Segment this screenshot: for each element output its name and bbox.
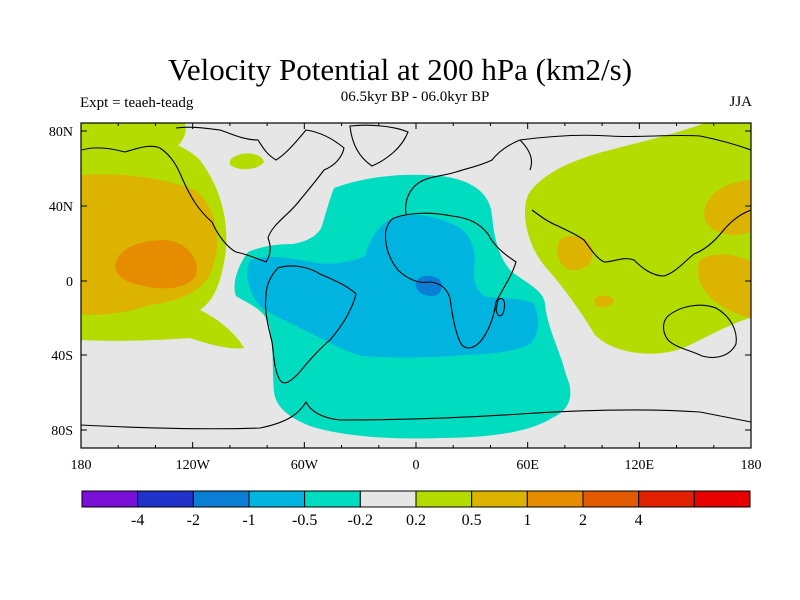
contour-pos-0.2-asia xyxy=(524,123,751,354)
coast-australia xyxy=(662,304,737,359)
colorbar-swatch xyxy=(137,490,194,508)
experiment-label: Expt = teaeh-teadg xyxy=(80,95,194,111)
coastlines xyxy=(81,124,751,430)
contour-neg-0.5-atlantic xyxy=(247,214,539,358)
colorbar-swatch xyxy=(248,490,306,508)
contour-pos-0.5-maritime xyxy=(698,254,751,318)
lon-label-120e: 120E xyxy=(625,458,655,473)
colorbar-label: -2 xyxy=(187,512,200,529)
colorbar-swatch xyxy=(415,490,473,508)
colorbar-swatch xyxy=(582,490,640,508)
coast-asia xyxy=(519,134,751,277)
map-field xyxy=(81,123,751,448)
colorbar-label: -0.5 xyxy=(292,512,317,529)
lon-label-180w: 180 xyxy=(71,458,92,473)
lat-label-40n: 40N xyxy=(49,200,73,215)
lon-label-60e: 60E xyxy=(516,458,539,473)
colorbar-label: 0.5 xyxy=(462,512,482,529)
latitude-ticks xyxy=(81,130,751,431)
colorbar-label: 0.2 xyxy=(406,512,426,529)
colorbar-swatch xyxy=(693,490,751,508)
season-label: JJA xyxy=(729,94,752,110)
colorbar-swatch xyxy=(192,490,250,508)
coast-north-america xyxy=(81,126,345,263)
colorbar-swatch xyxy=(638,490,695,508)
colorbar-swatch xyxy=(526,490,584,508)
contour-pos-0.2-canada xyxy=(230,153,264,170)
lat-label-40s: 40S xyxy=(51,349,73,364)
lat-label-80s: 80S xyxy=(51,424,73,439)
lat-label-0: 0 xyxy=(66,275,73,290)
coast-antarctica xyxy=(81,400,751,430)
longitude-ticks xyxy=(80,123,752,448)
contour-pos-0.5-asia-north xyxy=(704,180,751,235)
colorbar-label: -4 xyxy=(131,512,144,529)
colorbar-swatch xyxy=(359,490,417,508)
colorbar-label: 1 xyxy=(523,512,531,529)
coast-south-america xyxy=(264,265,357,384)
colorbar-label: 2 xyxy=(579,512,587,529)
coast-europe xyxy=(405,139,533,215)
colorbar xyxy=(81,490,751,508)
colorbar-swatch xyxy=(471,490,528,508)
coast-africa xyxy=(384,212,517,349)
colorbar-swatch xyxy=(304,490,361,508)
lon-label-120w: 120W xyxy=(176,458,211,473)
colorbar-label: 4 xyxy=(635,512,643,529)
colorbar-swatch xyxy=(81,490,139,508)
colorbar-labels: -4 -2 -1 -0.5 -0.2 0.2 0.5 1 2 4 xyxy=(131,512,643,529)
lon-label-60w: 60W xyxy=(291,458,319,473)
contour-neg-1-gulf-guinea xyxy=(415,275,442,296)
lat-label-80n: 80N xyxy=(49,125,73,140)
colorbar-label: -0.2 xyxy=(348,512,373,529)
coast-greenland xyxy=(349,124,409,167)
lon-label-180e: 180 xyxy=(741,458,762,473)
contour-pos-1-pacific-east xyxy=(115,240,197,289)
chart-subtitle: 06.5kyr BP - 06.0kyr BP xyxy=(340,89,490,105)
contour-pos-0.5-indian-ocean xyxy=(594,295,614,307)
chart-title: Velocity Potential at 200 hPa (km2/s) xyxy=(167,52,633,87)
coast-madagascar xyxy=(495,297,506,317)
contour-pos-0.2-alaska xyxy=(81,123,186,163)
lon-label-0: 0 xyxy=(413,458,420,473)
contour-pos-0.5-india xyxy=(557,235,593,271)
colorbar-label: -1 xyxy=(242,512,255,529)
